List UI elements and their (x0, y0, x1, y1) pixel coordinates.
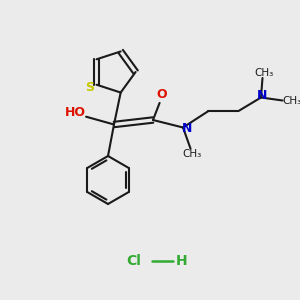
Text: HO: HO (64, 106, 86, 119)
Text: CH₃: CH₃ (254, 68, 274, 78)
Text: N: N (182, 122, 192, 135)
Text: H: H (176, 254, 187, 268)
Text: Cl: Cl (126, 254, 141, 268)
Text: S: S (85, 81, 94, 94)
Text: CH₃: CH₃ (283, 96, 300, 106)
Text: CH₃: CH₃ (182, 149, 202, 159)
Text: N: N (256, 89, 267, 102)
Text: O: O (157, 88, 167, 101)
